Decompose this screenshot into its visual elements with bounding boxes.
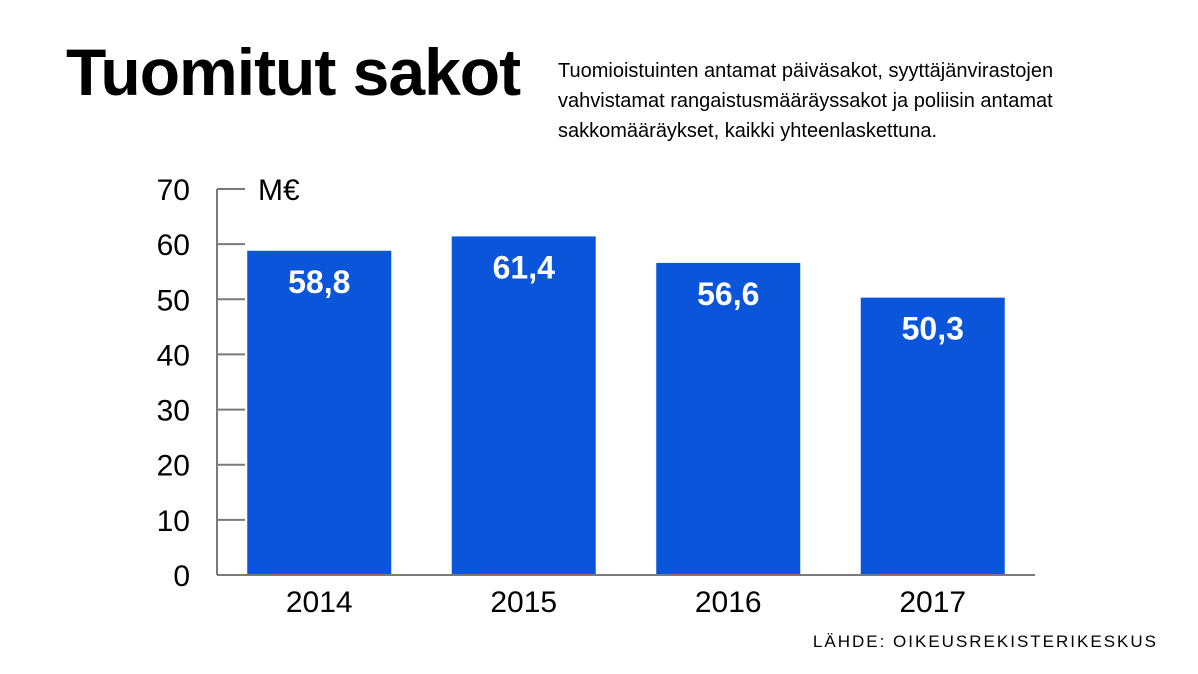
bar-2016 [656,262,801,575]
y-tick-label: 20 [157,450,190,483]
y-tick-label: 40 [157,339,190,372]
x-tick-label: 2016 [695,586,762,619]
bar-value-label: 50,3 [902,311,964,347]
bar-2017 [860,297,1005,575]
y-tick-label: 70 [157,174,190,207]
y-tick-label: 30 [157,395,190,428]
bar-value-label: 56,6 [697,276,759,312]
chart-title: Tuomitut sakot [66,35,521,109]
x-tick-label: 2014 [286,586,353,619]
x-tick-label: 2017 [899,586,966,619]
source-note: LÄHDE: OIKEUSREKISTERIKESKUS [812,632,1158,651]
bar-value-label: 61,4 [493,249,555,285]
y-tick-label: 0 [173,560,190,593]
y-axis-unit-label: M€ [258,174,300,207]
y-tick-label: 50 [157,284,190,317]
x-tick-label: 2015 [490,586,557,619]
bar-value-label: 58,8 [288,264,350,300]
bar-2015 [451,236,596,575]
chart-subtitle: Tuomioistuinten antamat päiväsakot, syyt… [558,60,1054,142]
y-tick-label: 10 [157,505,190,538]
y-axis: 0 10 20 30 40 50 60 70 M€ [157,174,300,593]
x-axis: 2014 2015 2016 2017 [217,574,1035,619]
bar-2014 [247,250,392,575]
y-tick-label: 60 [157,229,190,262]
bars: 58,8 61,4 56,6 50,3 [247,236,1005,575]
